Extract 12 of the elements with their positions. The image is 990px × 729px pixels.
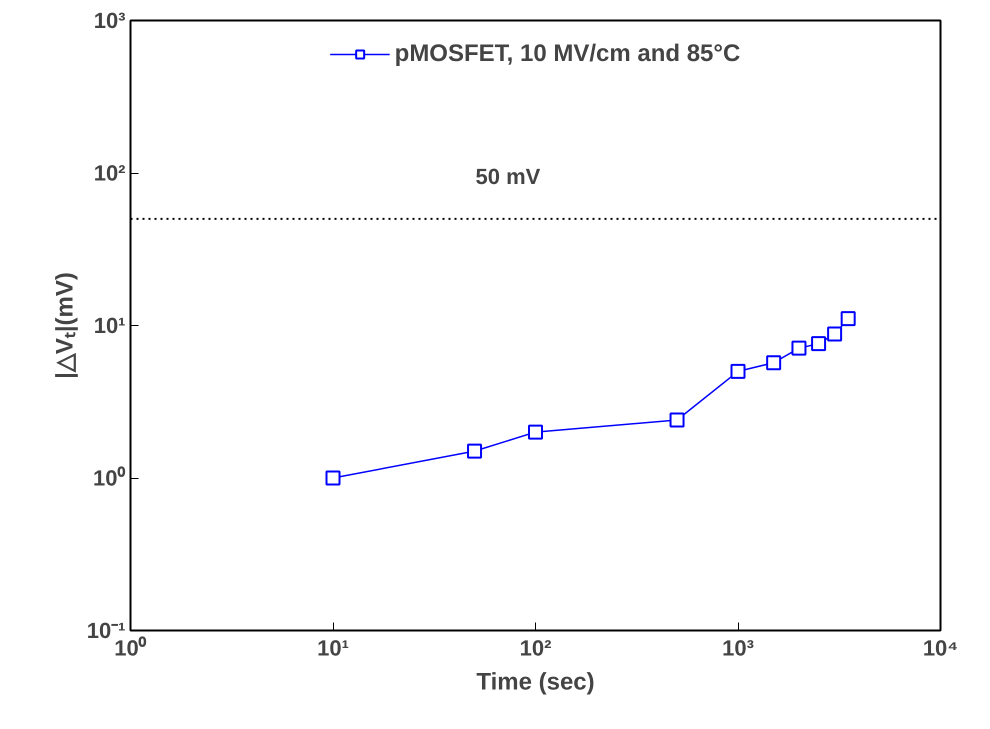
y-axis-title: |△Vₜ|(mV) <box>52 272 79 379</box>
x-tick-label: 10⁴ <box>922 636 958 660</box>
x-tick-label: 10² <box>520 636 552 660</box>
y-tick-label: 10³ <box>94 8 126 33</box>
y-tick-label: 10¹ <box>94 313 126 338</box>
x-tick-label: 10¹ <box>317 636 349 660</box>
ref-line-label: 50 mV <box>476 164 541 189</box>
legend-label: pMOSFET, 10 MV/cm and 85°C <box>394 40 740 68</box>
y-tick-label: 10⁰ <box>93 466 126 490</box>
y-tick-label: 10² <box>94 160 126 186</box>
x-tick-label: 10³ <box>722 636 754 660</box>
x-axis-title: Time (sec) <box>476 668 595 696</box>
